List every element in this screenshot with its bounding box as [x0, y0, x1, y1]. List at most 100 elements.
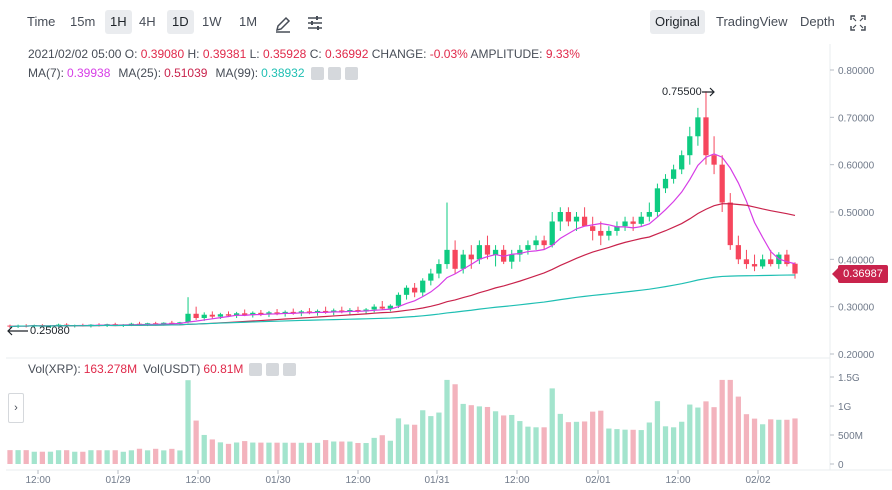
candle-body — [201, 314, 207, 319]
volume-bar — [452, 384, 458, 464]
candle-body — [322, 310, 329, 313]
volume-bar — [751, 418, 758, 464]
close-icon[interactable] — [283, 362, 297, 376]
candle-body — [331, 310, 337, 313]
volume-bar — [161, 450, 167, 464]
candle-body — [39, 325, 46, 327]
volume-bar — [290, 442, 296, 464]
timeframe-1m[interactable]: 1M — [239, 14, 258, 29]
candle-body — [72, 325, 78, 327]
time-label[interactable]: Time — [27, 14, 56, 29]
volume-bar — [201, 434, 207, 464]
volume-bar — [557, 413, 563, 464]
volume-bar — [153, 448, 159, 464]
volume-bar — [274, 442, 280, 464]
candle-body — [420, 280, 426, 293]
volume-bar — [96, 450, 102, 464]
candle-body — [703, 117, 709, 156]
volume-bar — [759, 424, 766, 464]
time-axis-label: 12:00 — [345, 475, 370, 486]
volume-bar — [646, 422, 652, 464]
volume-bar — [331, 441, 337, 464]
candle-body — [460, 254, 466, 269]
candle-body — [501, 249, 507, 262]
volume-bar — [428, 416, 434, 464]
time-axis-label: 02/02 — [745, 475, 770, 486]
volume-bar — [670, 427, 677, 464]
candle-body — [751, 264, 758, 267]
timeframe-1h[interactable]: 1H — [105, 10, 132, 34]
expand-panel-button[interactable]: › — [8, 393, 24, 423]
volume-bar — [363, 443, 369, 464]
candle-body — [533, 240, 539, 246]
candle-body — [161, 322, 167, 325]
timeframe-4h[interactable]: 4H — [139, 14, 156, 29]
volume-bar — [541, 427, 547, 464]
ma99-line — [9, 274, 796, 328]
volume-bar — [776, 419, 782, 464]
ma25-value: 0.51039 — [164, 66, 208, 80]
timeframe-15m[interactable]: 15m — [70, 14, 96, 29]
volume-bar — [792, 418, 798, 464]
volume-bar — [436, 412, 442, 464]
timeframe-1d[interactable]: 1D — [167, 10, 194, 34]
time-axis-label: 01/30 — [265, 475, 290, 486]
volume-bar — [533, 427, 539, 464]
candle-body — [719, 164, 725, 203]
volume-bar — [55, 450, 62, 464]
candle-body — [217, 314, 224, 317]
volume-bar — [242, 441, 248, 464]
ma25-label: MA(25): — [118, 66, 162, 80]
candle-body — [258, 312, 264, 315]
time-axis-label: 01/31 — [424, 475, 449, 486]
eye-icon[interactable] — [310, 66, 324, 80]
volume-bar — [630, 429, 636, 464]
vol-xrp-label: Vol(XRP): — [28, 362, 81, 376]
ma-info: MA(7): 0.39938 MA(25): 0.51039 MA(99): 0… — [28, 66, 362, 80]
fullscreen-icon[interactable] — [850, 15, 866, 31]
ma99-label: MA(99): — [215, 66, 259, 80]
ma7-line — [9, 153, 796, 328]
volume-axis-label: 0 — [838, 460, 844, 471]
pencil-icon[interactable] — [274, 15, 292, 33]
view-depth[interactable]: Depth — [800, 14, 835, 29]
candle-body — [784, 254, 790, 265]
candle-body — [209, 314, 215, 317]
volume-bar — [128, 450, 135, 464]
eye-icon[interactable] — [249, 362, 263, 376]
time-axis-label: 12:00 — [665, 475, 690, 486]
candle-body — [371, 306, 377, 310]
ohlc-info: 2021/02/02 05:00 O: 0.39080 H: 0.39381 L… — [28, 47, 580, 61]
change-label: CHANGE: — [371, 47, 427, 61]
volume-bar — [735, 396, 741, 464]
volume-bar — [258, 442, 264, 464]
volume-bar — [622, 429, 628, 464]
high-label: H: — [187, 47, 200, 61]
volume-bar — [395, 418, 402, 464]
candle-body — [444, 249, 450, 265]
gear-icon[interactable] — [266, 362, 280, 376]
high-marker-arrow — [702, 87, 715, 97]
candle-body — [768, 259, 774, 265]
volume-bar — [476, 406, 483, 464]
candle-body — [476, 245, 483, 260]
settings-sliders-icon[interactable] — [307, 15, 323, 31]
candle-body — [120, 324, 126, 326]
candle-body — [80, 325, 86, 327]
volume-bar — [573, 421, 580, 464]
candle-body — [468, 254, 474, 260]
view-original[interactable]: Original — [650, 10, 705, 34]
gear-icon[interactable] — [327, 66, 341, 80]
volume-bar — [23, 450, 29, 464]
candle-body — [695, 117, 701, 137]
timeframe-1w[interactable]: 1W — [202, 14, 222, 29]
volume-bar — [387, 440, 393, 464]
view-tradingview[interactable]: TradingView — [716, 14, 788, 29]
close-icon[interactable] — [344, 66, 358, 80]
candle-body — [670, 169, 677, 179]
volume-bar — [517, 421, 523, 464]
time-axis-label: 12:00 — [504, 475, 529, 486]
candle-body — [759, 259, 766, 267]
volume-bar — [88, 450, 94, 464]
change-value: -0.03% — [429, 47, 468, 61]
